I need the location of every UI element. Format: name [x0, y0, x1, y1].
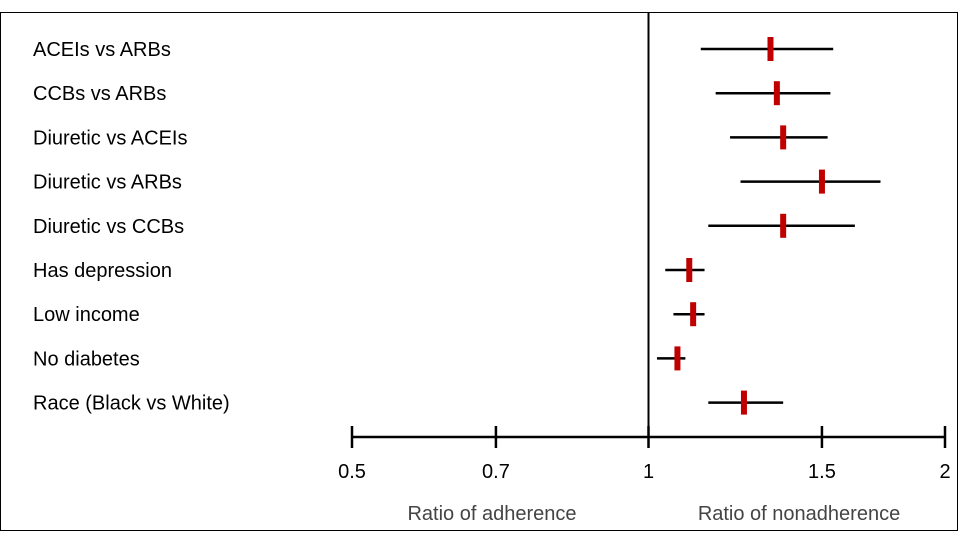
point-estimate — [767, 37, 774, 61]
forest-row: Diuretic vs CCBs — [33, 213, 855, 238]
forest-row: Diuretic vs ARBs — [33, 169, 881, 194]
forest-row: Low income — [33, 302, 705, 327]
row-label: No diabetes — [33, 348, 140, 370]
x-axis: 0.5 0.7 1 1.5 2 — [338, 426, 951, 483]
chart-frame — [0, 12, 958, 531]
x-tick-label: 1 — [643, 461, 654, 483]
forest-row: No diabetes — [33, 346, 686, 371]
point-estimate — [690, 302, 697, 327]
point-estimate — [740, 390, 747, 415]
x-tick-label: 2 — [939, 461, 950, 483]
point-estimate — [780, 125, 787, 150]
forest-row: Race (Black vs White) — [33, 390, 784, 415]
forest-row: Diuretic vs ACEIs — [33, 125, 828, 150]
point-estimate — [674, 346, 681, 371]
right-axis-label: Ratio of nonadherence — [698, 503, 900, 525]
row-label: Diuretic vs CCBs — [33, 216, 184, 238]
x-tick-label: 0.5 — [338, 461, 366, 483]
forest-row: Has depression — [33, 258, 705, 282]
row-label: Race (Black vs White) — [33, 393, 230, 415]
x-tick-label: 0.7 — [482, 461, 510, 483]
row-label: Diuretic vs ARBs — [33, 172, 182, 194]
forest-row: CCBs vs ARBs — [33, 81, 831, 106]
row-label: ACEIs vs ARBs — [33, 39, 171, 61]
forest-row: ACEIs vs ARBs — [33, 37, 834, 61]
point-estimate — [818, 169, 825, 194]
point-estimate — [780, 213, 787, 238]
x-tick-label: 1.5 — [808, 461, 836, 483]
row-label: Has depression — [33, 260, 172, 282]
row-label: CCBs vs ARBs — [33, 83, 166, 105]
row-label: Diuretic vs ACEIs — [33, 127, 187, 149]
row-label: Low income — [33, 304, 140, 326]
rows-layer: ACEIs vs ARBs CCBs vs ARBs Diuretic vs ACE… — [33, 37, 881, 415]
point-estimate — [773, 81, 780, 106]
point-estimate — [686, 258, 693, 282]
left-axis-label: Ratio of adherence — [407, 503, 576, 525]
